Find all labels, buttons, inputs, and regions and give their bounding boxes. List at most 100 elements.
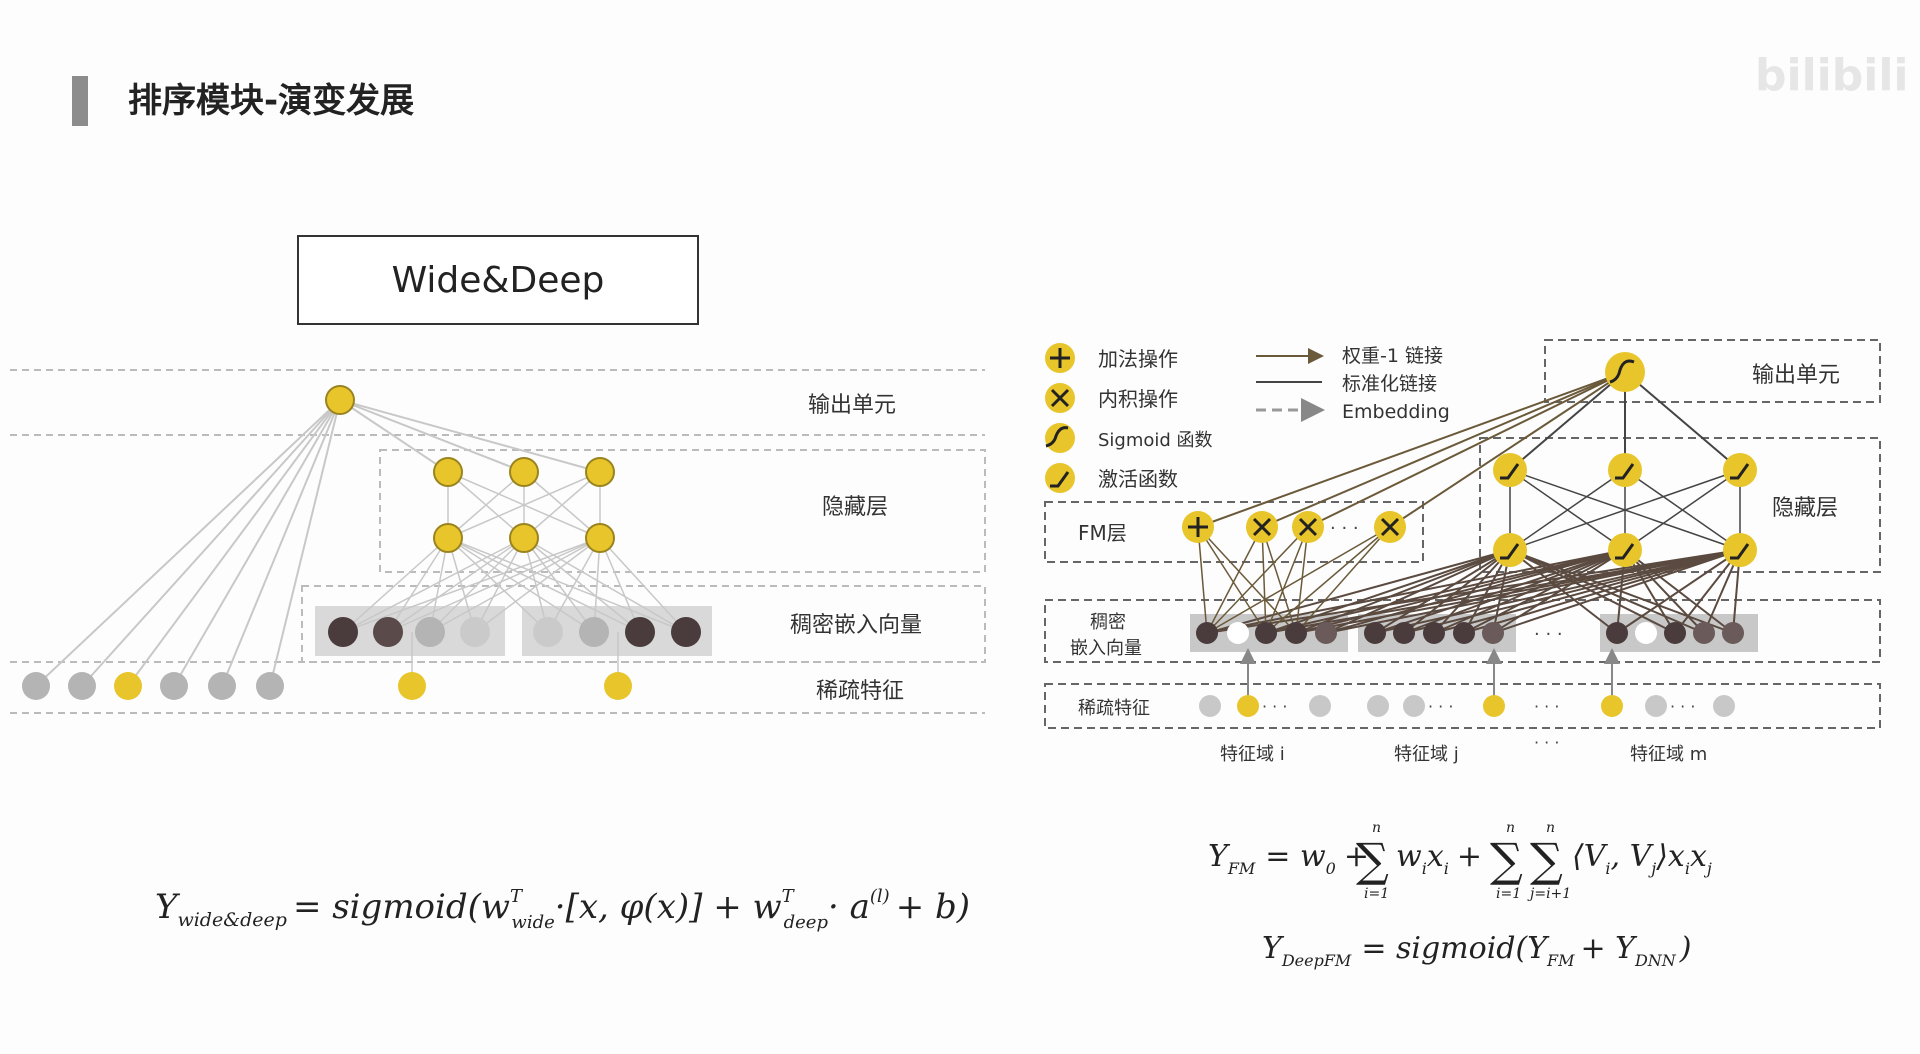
svg-text:i=1: i=1 bbox=[1364, 886, 1389, 902]
sparse-dots-3: · · · bbox=[1534, 697, 1559, 716]
connection-line bbox=[1509, 549, 1676, 634]
hidden-node bbox=[509, 523, 539, 553]
connection-line bbox=[1295, 549, 1511, 634]
hidden-node bbox=[433, 457, 463, 487]
wd-layer-dense: 稠密嵌入向量 bbox=[790, 613, 922, 638]
connection-line bbox=[1325, 549, 1741, 634]
svg-text:⟨Vi, Vj⟩xixj: ⟨Vi, Vj⟩xixj bbox=[1572, 839, 1712, 878]
sparse-dots-4: · · · bbox=[1670, 697, 1695, 716]
connection-line bbox=[547, 537, 601, 633]
connection-line bbox=[1509, 469, 1741, 551]
connection-line bbox=[1295, 526, 1309, 634]
connection-line bbox=[1403, 549, 1741, 634]
legend-sigmoid: Sigmoid 函数 bbox=[1098, 430, 1213, 451]
connection-line bbox=[447, 537, 476, 633]
connection-line bbox=[593, 537, 601, 633]
hidden-node bbox=[585, 457, 615, 487]
deepfm-connections bbox=[1197, 369, 1741, 706]
connection-line bbox=[342, 537, 449, 633]
wd-layer-sparse: 稀疏特征 bbox=[816, 679, 904, 704]
fm-dots: · · · bbox=[1330, 518, 1359, 539]
deepfm-layer-output: 输出单元 bbox=[1752, 363, 1840, 388]
connection-line bbox=[523, 471, 601, 539]
deepfm-diagram: 加法操作 内积操作 Sigmoid 函数 激活函数 权重-1 链接 标准化链接 … bbox=[1044, 339, 1881, 970]
connection-line bbox=[474, 537, 525, 633]
connection-line bbox=[1509, 549, 1618, 634]
connection-line bbox=[35, 399, 341, 687]
connection-line bbox=[1403, 549, 1626, 634]
connection-line bbox=[1197, 526, 1297, 634]
connection-line bbox=[81, 399, 341, 687]
page-title: 排序模块-演变发展 bbox=[128, 81, 414, 121]
connection-line bbox=[447, 471, 525, 539]
connection-line bbox=[342, 537, 525, 633]
connection-line bbox=[1206, 526, 1309, 634]
deepfm-nodes bbox=[1182, 352, 1757, 717]
field-label-j: 特征域 j bbox=[1394, 744, 1459, 765]
dense-node bbox=[671, 617, 701, 647]
legend-embedding: Embedding bbox=[1342, 401, 1450, 423]
field-dots: · · · bbox=[1534, 733, 1559, 752]
sparse-node bbox=[604, 672, 632, 700]
connection-line bbox=[523, 537, 687, 633]
connection-line bbox=[447, 537, 595, 633]
wide-deep-diagram: Wide&Deep bbox=[10, 235, 986, 933]
connection-line bbox=[599, 537, 641, 633]
connection-line bbox=[1265, 526, 1391, 634]
connection-line bbox=[1509, 371, 1626, 471]
connection-line bbox=[1509, 469, 1626, 551]
svg-text:wixi+: wixi + bbox=[1396, 839, 1482, 878]
wide-deep-title: Wide&Deep bbox=[392, 260, 605, 301]
svg-text:n: n bbox=[1372, 820, 1381, 836]
hidden-node bbox=[433, 523, 463, 553]
connection-line bbox=[1624, 549, 1705, 634]
connection-line bbox=[447, 537, 549, 633]
connection-line bbox=[387, 537, 449, 633]
dense-node bbox=[625, 617, 655, 647]
connection-line bbox=[221, 399, 341, 687]
connection-line bbox=[599, 537, 687, 633]
svg-text:n: n bbox=[1546, 820, 1555, 836]
sparse-node bbox=[208, 672, 236, 700]
connection-line bbox=[1265, 526, 1309, 634]
connection-line bbox=[339, 399, 525, 473]
svg-text:i=1: i=1 bbox=[1496, 886, 1521, 902]
hidden-node bbox=[585, 523, 615, 553]
svg-text:YFM= w0+: YFM = w0 + bbox=[1208, 839, 1369, 878]
legend: 加法操作 内积操作 Sigmoid 函数 激活函数 权重-1 链接 标准化链接 … bbox=[1045, 343, 1450, 493]
connection-line bbox=[269, 399, 341, 687]
deepfm-layer-hidden: 隐藏层 bbox=[1772, 496, 1838, 521]
connection-line bbox=[447, 537, 687, 633]
connection-line bbox=[1261, 526, 1297, 634]
legend-inner: 内积操作 bbox=[1098, 387, 1178, 411]
fm-layer-nodes bbox=[1182, 511, 1406, 543]
connection-line bbox=[1374, 549, 1511, 634]
connection-line bbox=[1463, 549, 1626, 634]
wide-deep-title-box bbox=[297, 235, 699, 325]
connection-line bbox=[342, 537, 601, 633]
title-accent-bar bbox=[72, 76, 88, 126]
connection-line bbox=[1624, 469, 1741, 551]
sparse-node bbox=[398, 672, 426, 700]
connection-line bbox=[474, 537, 601, 633]
svg-text:∑: ∑ bbox=[1490, 833, 1523, 887]
sparse-node bbox=[160, 672, 188, 700]
sigmoid-icon bbox=[1045, 423, 1075, 453]
connection-line bbox=[1197, 526, 1208, 634]
svg-text:n: n bbox=[1506, 820, 1515, 836]
dense-node bbox=[579, 617, 609, 647]
deepfm-sparse-nodes bbox=[1199, 695, 1735, 717]
connection-line bbox=[387, 537, 601, 633]
connection-line bbox=[447, 537, 641, 633]
connection-line bbox=[429, 537, 601, 633]
connection-line bbox=[1307, 370, 1627, 528]
dense-node bbox=[415, 617, 445, 647]
connection-line bbox=[1509, 549, 1705, 634]
dense-node bbox=[460, 617, 490, 647]
legend-weight-link: 权重-1 链接 bbox=[1342, 345, 1443, 367]
connection-line bbox=[339, 399, 601, 473]
legend-std-link: 标准化链接 bbox=[1342, 373, 1437, 395]
connection-line bbox=[1403, 549, 1511, 634]
sparse-dots-1: · · · bbox=[1262, 697, 1287, 716]
connection-line bbox=[1197, 526, 1267, 634]
